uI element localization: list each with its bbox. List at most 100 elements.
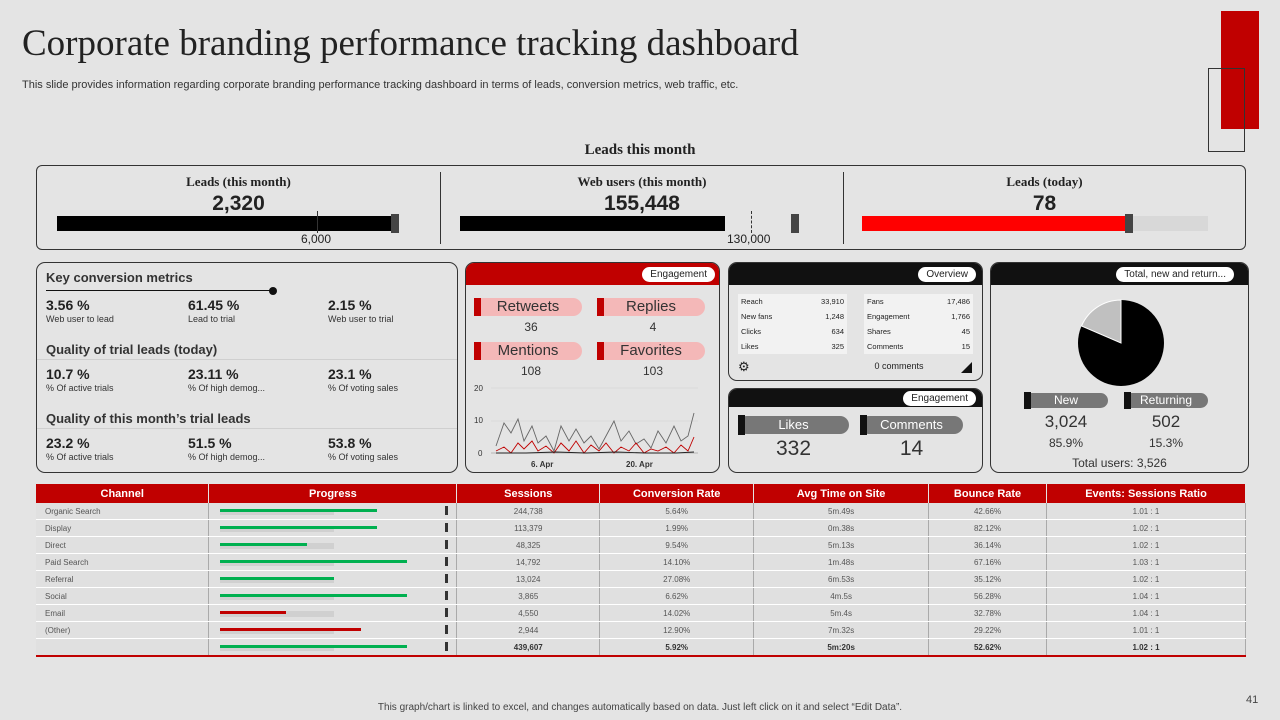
- overview-row: Shares 45: [864, 324, 973, 339]
- likes-label: Likes: [778, 417, 809, 432]
- kpi-leads-today: Leads (today) 78: [844, 166, 1245, 249]
- progress-cell: [208, 638, 458, 658]
- leads-heading: Leads this month: [584, 142, 696, 158]
- progress-track: [220, 543, 335, 550]
- kpi-value: 155,448: [604, 192, 680, 215]
- ratio-cell: 1.04 : 1: [1046, 587, 1246, 606]
- table-header-row: Channel Progress Sessions Conversion Rat…: [36, 484, 1246, 503]
- bounce-cell: 35.12%: [928, 570, 1048, 589]
- time-cell: 7m.32s: [753, 621, 930, 640]
- progress-bar: [209, 605, 456, 621]
- pie-slice-returning: [1080, 299, 1122, 344]
- progress-track: [220, 577, 335, 584]
- metric-label: Web user to lead: [46, 314, 114, 324]
- series-gray: [495, 412, 695, 453]
- progress-fill: [220, 526, 378, 530]
- new-tag: New: [1024, 392, 1108, 409]
- kpi-label: Web users (this month): [577, 174, 707, 189]
- resize-corner-icon: [961, 362, 972, 373]
- kpi-progress-fill: [460, 216, 725, 231]
- metric-label: % Of high demog...: [188, 383, 266, 393]
- channel-cell: Display: [36, 519, 210, 538]
- favorites-label: Favorites: [620, 342, 682, 359]
- kpi-divider: [843, 172, 844, 244]
- metric-value: 51.5 %: [188, 435, 232, 451]
- metric-label: % Of active trials: [46, 383, 114, 393]
- gear-icon[interactable]: ⚙: [738, 359, 750, 374]
- likes-value: 332: [775, 437, 812, 460]
- total-users: Total users: 3,526: [1072, 456, 1167, 470]
- channel-cell: Social: [36, 587, 210, 606]
- progress-marker: [445, 642, 449, 652]
- bounce-cell: 29.22%: [928, 621, 1048, 640]
- table-row: (Other) 2,944 12.90% 7m.32s 29.22% 1.01 : 1: [36, 621, 1246, 640]
- replies-label: Replies: [625, 298, 677, 315]
- metric-label: % Of voting sales: [328, 452, 399, 462]
- bounce-cell: 56.28%: [928, 587, 1048, 606]
- sessions-cell: 4,550: [456, 604, 601, 623]
- progress-bar: [209, 639, 456, 655]
- progress-cell: [208, 519, 458, 538]
- kpi-progress-cap: [791, 214, 799, 233]
- ratio-cell: 1.02 : 1: [1046, 519, 1246, 538]
- new-label: New: [1053, 393, 1078, 407]
- bounce-cell: 52.62%: [928, 638, 1048, 658]
- time-cell: 5m.49s: [753, 503, 930, 521]
- overview-row: New fans 1,248: [738, 309, 847, 324]
- progress-fill: [220, 560, 408, 564]
- sessions-cell: 14,792: [456, 553, 601, 572]
- progress-fill: [220, 611, 287, 615]
- leads-panel: Leads (this month) 2,320 6,000 Web users…: [36, 165, 1246, 250]
- series-black: [496, 451, 695, 454]
- overview-card: Overview Reach 33,910 New fans 1,248 Click…: [728, 262, 983, 381]
- progress-marker: [445, 506, 449, 516]
- kpi-target-label: 6,000: [301, 232, 332, 246]
- sessions-cell: 244,738: [456, 503, 601, 521]
- kpi-value: 78: [1032, 192, 1057, 215]
- metric-value: 23.2 %: [46, 435, 90, 451]
- section-heading: Quality of trial leads (today): [46, 342, 218, 357]
- progress-cell: [208, 587, 458, 606]
- progress-cell: [208, 621, 458, 640]
- column-header: Sessions: [456, 484, 601, 503]
- y-tick-label: 10: [474, 416, 483, 425]
- metric-label: % Of high demog...: [188, 452, 266, 462]
- metric-label: % Of active trials: [46, 452, 114, 462]
- decorative-outline-box: [1208, 68, 1245, 152]
- metric-value: 10.7 %: [46, 366, 90, 382]
- time-cell: 5m:20s: [753, 638, 930, 658]
- progress-bar: [209, 503, 456, 519]
- overview-card-header: Overview: [729, 263, 982, 285]
- conversion-metrics-card: Key conversion metrics 3.56 % Web user t…: [36, 262, 458, 473]
- returning-tag: Returning: [1124, 392, 1208, 409]
- conversion-title-dot: [269, 287, 277, 295]
- progress-track: [220, 560, 335, 567]
- ratio-cell: 1.02 : 1: [1046, 536, 1246, 555]
- likes-tag: Likes: [738, 415, 849, 435]
- channel-cell: Referral: [36, 570, 210, 589]
- sessions-cell: 2,944: [456, 621, 601, 640]
- column-header: Bounce Rate: [928, 484, 1048, 503]
- sessions-cell: 113,379: [456, 519, 601, 538]
- mentions-label: Mentions: [497, 342, 559, 359]
- series-red: [495, 436, 695, 454]
- progress-fill: [220, 543, 308, 547]
- progress-fill: [220, 577, 335, 581]
- bounce-cell: 36.14%: [928, 536, 1048, 555]
- conv-cell: 6.62%: [599, 587, 755, 606]
- kpi-target-tick: [751, 211, 752, 233]
- engagement-card-header: Engagement: [466, 263, 719, 285]
- kpi-web-users: Web users (this month) 155,448 130,000: [441, 166, 843, 249]
- kpi-progress-track: [862, 216, 1208, 231]
- time-cell: 5m.4s: [753, 604, 930, 623]
- kpi-progress-track: [460, 216, 800, 231]
- metric-label: Lead to trial: [188, 314, 236, 324]
- users-card-header: Total, new and return...: [991, 263, 1248, 285]
- channel-cell: Organic Search: [36, 503, 210, 521]
- table-row: Paid Search 14,792 14.10% 1m.48s 67.16% 1.03 …: [36, 553, 1246, 572]
- returning-label: Returning: [1139, 393, 1193, 407]
- metric-label: % Of voting sales: [328, 383, 399, 393]
- table-row: Email 4,550 14.02% 5m.4s 32.78% 1.04 : 1: [36, 604, 1246, 623]
- overview-row: Comments 15: [864, 339, 973, 354]
- kpi-leads-month: Leads (this month) 2,320 6,000: [37, 166, 440, 249]
